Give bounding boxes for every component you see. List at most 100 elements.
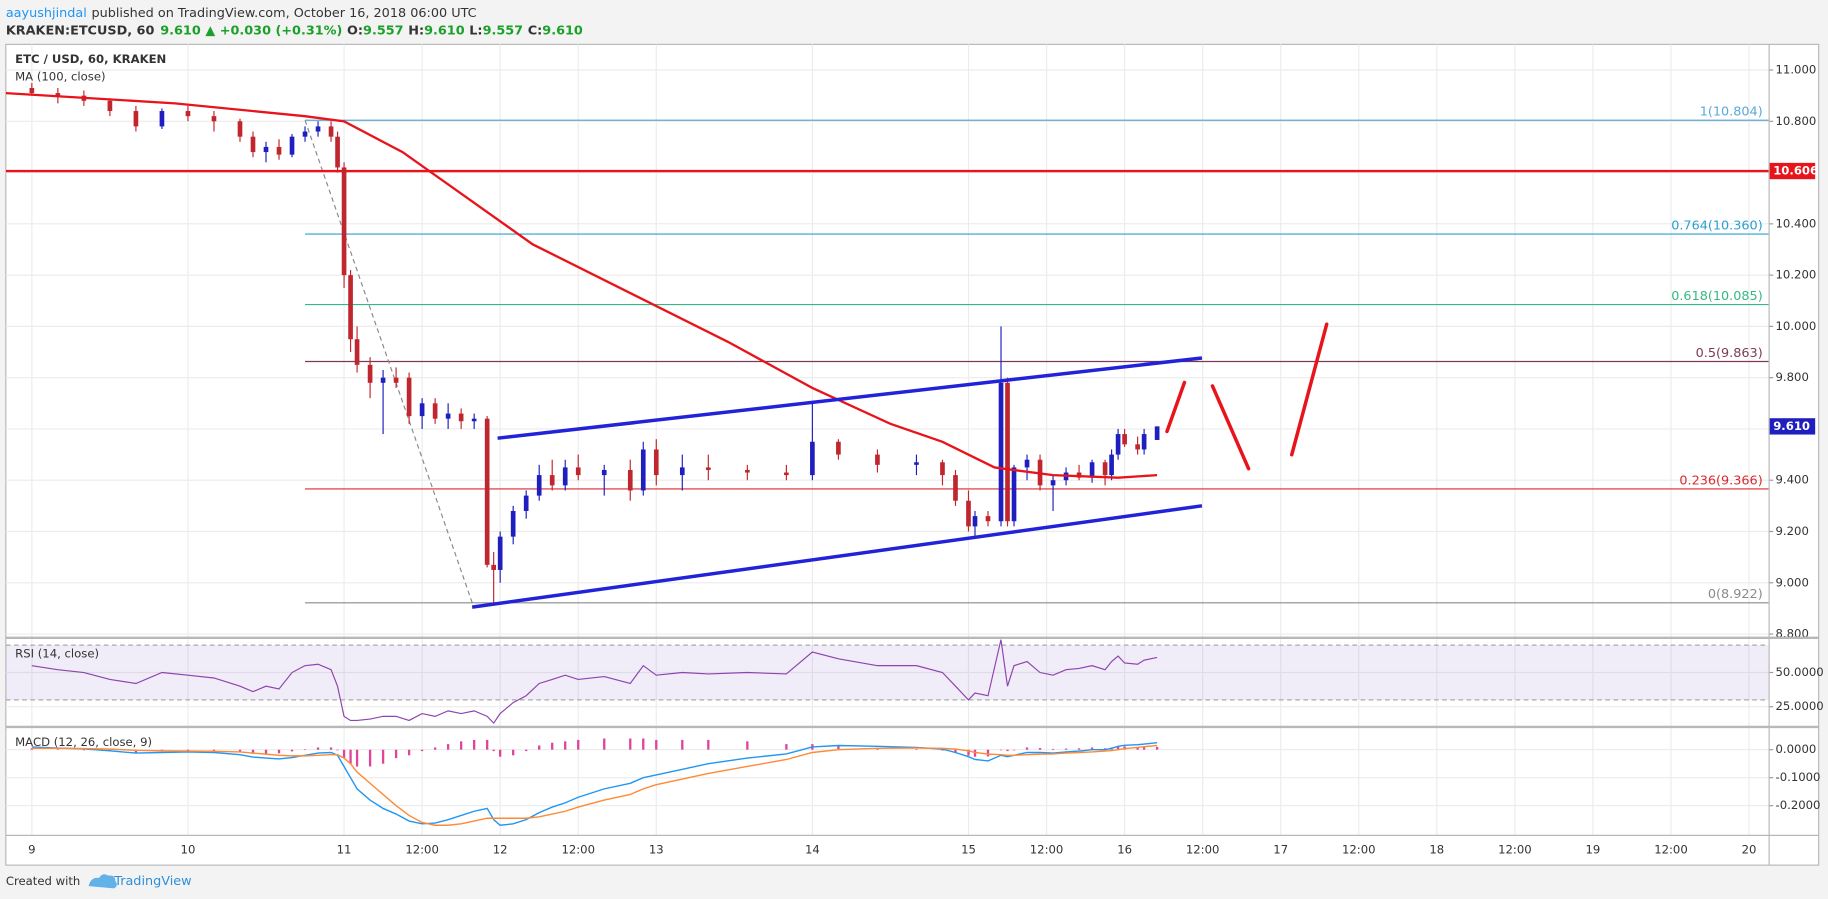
x-tick-label: 20 [1742,842,1757,856]
tradingview-logo [88,874,117,889]
candle-body [107,100,113,112]
macd-pane [30,738,1159,826]
candle-body [335,136,340,168]
ma-legend: MA (100, close) [15,70,105,84]
ohlc-value: 9.610 [424,23,465,38]
created-with: Created with [6,874,80,888]
candle-body [29,87,35,94]
candle-body [1141,434,1147,450]
macd-histogram-bar [577,739,580,750]
candle-body [1154,426,1160,440]
macd-histogram-bar [1012,749,1016,751]
candle-body [302,131,308,137]
x-tick-label: 15 [961,842,976,856]
candle-body [237,121,243,137]
macd-histogram-bar [355,749,359,767]
macd-histogram-bar [459,741,463,750]
x-tick-label: 10 [181,842,196,856]
candle-body [419,403,425,417]
macd-histogram-bar [485,739,489,750]
candle-body [276,146,282,155]
candle-body [315,126,321,132]
candle-body [185,111,191,117]
candle-body [380,377,386,383]
candle-body [432,403,438,419]
x-tick-label: 12:00 [405,842,439,856]
macd-histogram-bar [986,749,990,757]
y-tick-label: 9.400 [1776,473,1809,487]
trend-line [497,356,1203,440]
brand[interactable]: TradingView [113,874,191,889]
x-tick-label: 12:00 [1654,842,1688,856]
author[interactable]: aayushjindal [6,5,87,20]
macd-histogram-bar [603,738,606,750]
macd-histogram-bar [512,749,515,756]
arrow-stroke [1289,322,1329,457]
candle-body [133,111,139,127]
change: ▲ +0.030 (+0.31%) [205,23,342,38]
price-flag-label: 10.606 [1773,164,1818,178]
x-tick-label: 16 [1117,842,1132,856]
candle-body [393,377,399,383]
candle-body [985,516,991,522]
ohlc-label: H: [408,23,424,38]
y-tick-label: 0.0000 [1776,742,1817,756]
candle-body [55,93,61,96]
macd-histogram-bar [1025,747,1029,750]
macd-histogram-bar [492,749,495,752]
symbol: KRAKEN:ETCUSD, 60 [6,23,155,38]
ohlc-value: 9.557 [363,23,404,38]
fib-label: 0.5(9.863) [1696,346,1763,361]
candle-body [810,441,815,476]
candle-body [536,475,542,496]
candle-body [159,111,165,127]
y-tick-label: 10.800 [1776,114,1817,128]
drawn-arrows [1165,322,1329,471]
macd-histogram-bar [336,749,339,751]
rsi-band [5,645,1769,700]
macd-histogram-bar [538,745,541,750]
candle-body [679,467,685,476]
macd-histogram-bar [941,749,944,751]
candle-body [836,441,841,455]
candle-body [211,116,217,122]
x-tick-label: 17 [1273,842,1288,856]
macd-histogram-bar [1116,746,1120,750]
macd-histogram-bar [1077,748,1081,750]
symbol-line: KRAKEN:ETCUSD, 60 9.610 ▲ +0.030 (+0.31%) O… [6,23,583,38]
candle-body [491,564,496,570]
price: 9.610 [160,23,201,38]
candle-body [1135,444,1140,450]
macd-histogram-bar [837,745,840,750]
candle-body [575,467,581,476]
fib-label: 1(10.804) [1700,105,1763,120]
macd-histogram-bar [642,738,645,750]
x-tick-label: 12:00 [561,842,595,856]
macd-histogram-bar [915,749,918,750]
x-tick-label: 11 [337,842,352,856]
macd-histogram-bar [394,749,398,759]
x-tick-label: 18 [1429,842,1444,856]
macd-histogram-bar [368,749,372,767]
candle-body [972,516,978,527]
x-tick-label: 12:00 [1342,842,1376,856]
x-tick-label: 12 [493,842,508,856]
candle-body [367,364,373,383]
macd-histogram-bar [1155,746,1159,750]
macd-histogram-bar [1142,747,1146,750]
y-tick-label: 25.0000 [1776,699,1824,713]
candle-body [250,136,256,153]
macd-histogram-bar [433,747,437,750]
candle-body [549,475,555,486]
macd-histogram-bar [655,739,658,750]
chart-title: ETC / USD, 60, KRAKEN [15,52,166,66]
macd-histogram-bar [499,749,502,757]
macd-histogram-bar [420,749,424,752]
candle-body [1109,454,1114,476]
y-tick-label: -0.2000 [1776,798,1821,812]
x-tick-label: 9 [28,842,35,856]
macd-histogram-bar [303,749,307,750]
candle-body [348,275,353,340]
candle-body [497,536,503,570]
fib-connector [304,120,473,603]
